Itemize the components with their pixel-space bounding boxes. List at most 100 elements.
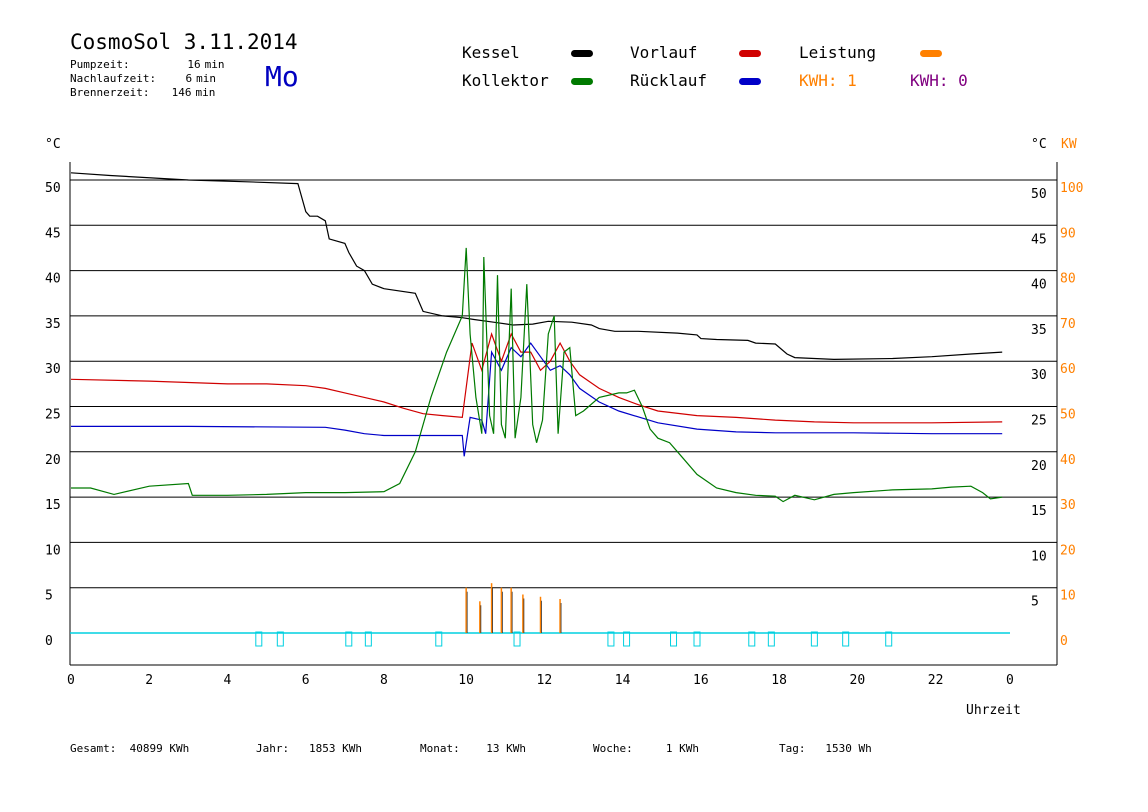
pump-mark [693,631,701,647]
info-unit: min [204,58,225,71]
x-tick-label: 14 [615,673,631,688]
info-brennerzeit: Brennerzeit: 146 min [70,86,215,99]
x-tick-label: 0 [67,673,75,688]
x-tick-label: 8 [380,673,388,688]
legend-ruecklauf-swatch [739,78,761,85]
y-tick-label-right-power: 10 [1060,589,1076,604]
y-tick-label-right-power: 50 [1060,408,1076,423]
y-tick-label-left: 5 [45,589,53,604]
legend-leistung-label: Leistung [799,43,877,62]
y-tick-label-right-power: 30 [1060,498,1076,513]
y-axis-unit-left: °C [45,137,61,152]
footer-monat: Monat: 13 KWh [420,742,526,755]
legend-kollektor-swatch [571,78,593,85]
y-tick-label-right-power: 70 [1060,317,1076,332]
y-tick-label-right-temp: 30 [1031,368,1047,383]
footer-monat-value: 13 KWh [486,742,526,755]
y-tick-label-left: 10 [45,543,61,558]
info-value: 146 [171,86,192,99]
info-pumpzeit: Pumpzeit: 16 min [70,58,224,71]
y-tick-label-right-temp: 15 [1031,504,1047,519]
series-line-vorlauf [70,332,1003,424]
y-tick-label-right-power: 40 [1060,453,1076,468]
legend-kwh1: KWH: 1 [799,71,857,90]
pump-mark [842,631,850,647]
pump-mark [513,631,521,647]
x-tick-label: 2 [145,673,153,688]
x-tick-label: 16 [693,673,709,688]
legend-leistung-swatch [920,50,942,57]
weekday-label: Mo [265,60,299,93]
y-tick-label-right-temp: 25 [1031,414,1047,429]
x-axis-title: Uhrzeit [966,703,1021,718]
y-tick-label-left: 20 [45,453,61,468]
footer-woche: Woche: 1 KWh [593,742,699,755]
x-tick-label: 0 [1006,673,1014,688]
y-axis-unit-power: KW [1061,137,1077,152]
y-axis-unit-right: °C [1031,137,1047,152]
pump-mark [435,631,443,647]
info-label: Pumpzeit: [70,58,130,71]
chart-title: CosmoSol 3.11.2014 [70,30,298,54]
y-tick-label-right-temp: 10 [1031,549,1047,564]
info-label: Nachlaufzeit: [70,72,157,85]
y-tick-label-left: 25 [45,408,61,423]
pump-mark [276,631,284,647]
y-tick-label-right-power: 20 [1060,543,1076,558]
pump-mark [623,631,631,647]
y-tick-label-left: 35 [45,317,61,332]
footer-gesamt-value: 40899 KWh [129,742,190,755]
x-tick-label: 4 [224,673,232,688]
info-value: 16 [187,58,201,71]
legend-kwh2: KWH: 0 [910,71,968,90]
series-line-kessel [70,172,1003,361]
footer-gesamt-label: Gesamt: [70,742,117,755]
footer-monat-label: Monat: [420,742,460,755]
footer-tag-value: 1530 Wh [825,742,872,755]
pump-mark [748,631,756,647]
y-tick-label-left: 50 [45,181,61,196]
pump-mark [767,631,775,647]
footer-tag-label: Tag: [779,742,806,755]
y-tick-label-right-temp: 40 [1031,278,1047,293]
y-tick-label-right-power: 0 [1060,634,1068,649]
y-tick-label-right-temp: 50 [1031,187,1047,202]
legend-ruecklauf-label: Rücklauf [630,71,708,90]
x-tick-label: 6 [302,673,310,688]
y-tick-label-right-power: 90 [1060,226,1076,241]
info-nachlaufzeit: Nachlaufzeit: 6 min [70,72,216,85]
y-tick-label-right-temp: 20 [1031,459,1047,474]
y-tick-label-left: 45 [45,226,61,241]
y-tick-label-left: 40 [45,272,61,287]
y-tick-label-right-temp: 45 [1031,232,1047,247]
footer-jahr: Jahr: 1853 KWh [256,742,362,755]
info-unit: min [196,72,216,85]
info-value: 6 [185,72,193,85]
pump-mark [255,631,263,647]
pump-mark [364,631,372,647]
pump-mark [810,631,818,647]
legend-vorlauf-swatch [739,50,761,57]
pump-mark [607,631,615,647]
y-tick-label-right-power: 80 [1060,272,1076,287]
pump-mark [670,631,678,647]
y-tick-label-right-temp: 35 [1031,323,1047,338]
y-tick-label-right-power: 60 [1060,362,1076,377]
footer-tag: Tag: 1530 Wh [779,742,872,755]
series-line-kollektor [71,247,1003,503]
x-tick-label: 22 [928,673,944,688]
y-tick-label-right-temp: 5 [1031,595,1039,610]
footer-jahr-label: Jahr: [256,742,290,755]
footer-woche-value: 1 KWh [665,742,699,755]
info-unit: min [195,86,216,99]
pump-mark [345,631,353,647]
footer-jahr-value: 1853 KWh [309,742,362,755]
x-tick-label: 18 [771,673,787,688]
legend-kollektor-label: Kollektor [462,71,549,90]
y-tick-label-left: 30 [45,362,61,377]
x-tick-label: 20 [850,673,866,688]
footer-woche-label: Woche: [593,742,633,755]
legend-kessel-label: Kessel [462,43,520,62]
y-tick-label-right-power: 100 [1060,181,1083,196]
